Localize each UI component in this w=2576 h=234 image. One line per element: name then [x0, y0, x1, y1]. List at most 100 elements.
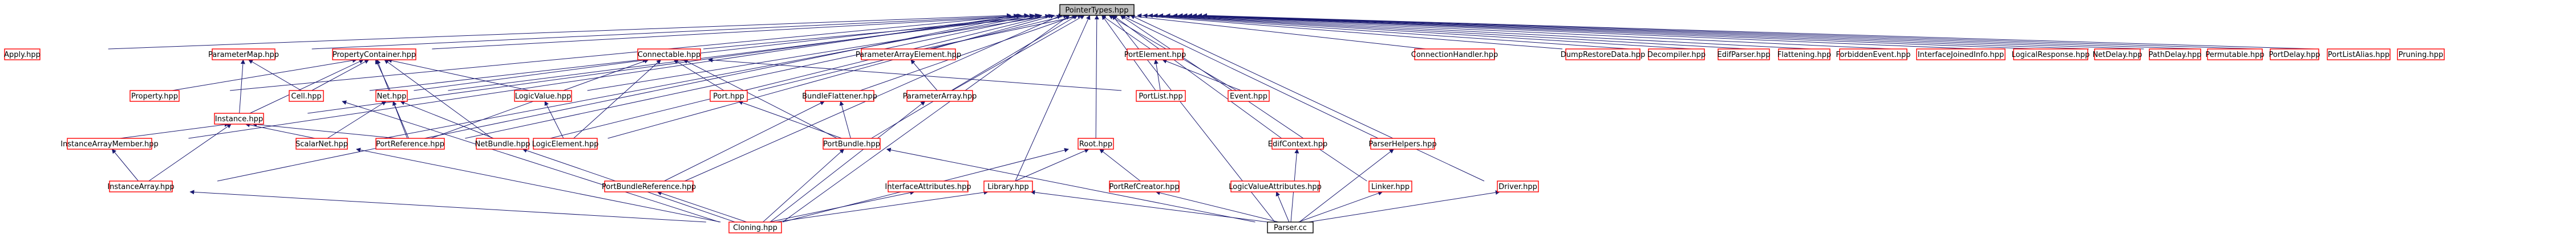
node-portbundleref[interactable]: PortBundleReference.hpp	[602, 180, 696, 192]
node-cell[interactable]: Cell.hpp	[289, 90, 324, 102]
node-pathdelay[interactable]: PathDelay.hpp	[2149, 48, 2202, 60]
node-paramarrelem[interactable]: ParameterArrayElement.hpp	[856, 48, 961, 60]
edge-logicelem-to-logicvalue	[544, 101, 564, 139]
node-portlist[interactable]: PortList.hpp	[1136, 90, 1186, 102]
edge-netbundle-to-net	[400, 100, 494, 139]
node-portrefcreator[interactable]: PortRefCreator.hpp	[1109, 180, 1180, 192]
node-cloning[interactable]: Cloning.hpp	[728, 221, 782, 233]
node-label: Instance.hpp	[215, 115, 263, 124]
edge-scalarnet-to-instance	[245, 122, 315, 139]
node-box	[533, 138, 598, 150]
node-parammap[interactable]: ParameterMap.hpp	[208, 48, 279, 60]
node-portbundle[interactable]: PortBundle.hpp	[823, 138, 881, 150]
node-parsercc[interactable]: Parser.cc	[1267, 221, 1314, 233]
node-ifjoined[interactable]: InterfaceJoinedInfo.hpp	[1916, 48, 2006, 60]
node-port[interactable]: Port.hpp	[710, 90, 748, 102]
node-box	[728, 221, 782, 233]
node-box	[1778, 48, 1830, 60]
node-label: LogicValue.hpp	[515, 92, 572, 101]
edge-portlist-to-connectable	[708, 58, 1122, 91]
node-apply[interactable]: Apply.hpp	[4, 48, 40, 60]
node-linker[interactable]: Linker.hpp	[1368, 180, 1412, 192]
node-portdelay[interactable]: PortDelay.hpp	[2269, 48, 2320, 60]
node-edifparser[interactable]: EdifParser.hpp	[1717, 48, 1771, 60]
node-driver[interactable]: Driver.hpp	[1497, 180, 1539, 192]
node-box	[332, 48, 416, 60]
edge-driver-to-root	[1130, 15, 1485, 182]
edge-cell-to-parammap	[248, 59, 302, 91]
node-box	[476, 138, 529, 150]
node-box	[212, 48, 276, 60]
node-paramarray[interactable]: ParameterArray.hpp	[903, 90, 977, 102]
edge-edifcontext-to-root	[1112, 15, 1282, 139]
edge-cell-to-root	[369, 13, 1034, 91]
node-portelem[interactable]: PortElement.hpp	[1124, 48, 1186, 60]
node-netdelay[interactable]: NetDelay.hpp	[2092, 48, 2142, 60]
edge-pathdelay-to-root	[1182, 13, 2089, 50]
node-box	[1078, 138, 1114, 150]
node-logicvalue[interactable]: LogicValue.hpp	[514, 90, 572, 102]
edge-ifjoined-to-root	[1165, 13, 1892, 50]
node-connhandler[interactable]: ConnectionHandler.hpp	[1411, 48, 1498, 60]
node-net[interactable]: Net.hpp	[375, 90, 408, 102]
node-box	[1136, 90, 1186, 102]
node-connectable[interactable]: Connectable.hpp	[637, 48, 701, 60]
node-label: PortReference.hpp	[376, 140, 444, 149]
edge-parammap-to-root	[311, 13, 1030, 50]
node-label: LogicalResponse.hpp	[2012, 51, 2090, 59]
node-logicvalattrs[interactable]: LogicValueAttributes.hpp	[1229, 180, 1322, 192]
edge-instarrmember-to-instance	[120, 122, 229, 139]
node-label: Property.hpp	[131, 92, 178, 101]
node-label: PropertyContainer.hpp	[333, 51, 416, 59]
node-forbidden[interactable]: ForbiddenEvent.hpp	[1836, 48, 1911, 60]
edge-paramarray-to-paramarrelem	[910, 59, 938, 91]
node-property[interactable]: Property.hpp	[129, 90, 180, 102]
node-box	[1109, 180, 1180, 192]
node-netbundle[interactable]: NetBundle.hpp	[475, 138, 530, 150]
node-box	[514, 90, 572, 102]
node-flattening[interactable]: Flattening.hpp	[1777, 48, 1831, 60]
node-label: Cloning.hpp	[733, 224, 777, 232]
edge-logicelem-to-root	[607, 14, 1055, 139]
node-decompiler[interactable]: Decompiler.hpp	[1647, 48, 1706, 60]
node-box	[2207, 48, 2263, 60]
node-label: Decompiler.hpp	[1647, 51, 1706, 59]
node-box	[1839, 48, 1907, 60]
edge-portref-to-instance	[252, 122, 397, 139]
node-root: PointerTypes.hpp	[1059, 4, 1135, 16]
edge-paramarrelem-to-root	[923, 14, 1083, 50]
edge-cell-to-propcont	[311, 59, 370, 91]
node-scalarnet[interactable]: ScalarNet.hpp	[295, 138, 348, 150]
node-instarrmember[interactable]: InstanceArrayMember.hpp	[60, 138, 159, 150]
node-bundleflat[interactable]: BundleFlattener.hpp	[802, 90, 877, 102]
node-instarray[interactable]: InstanceArray.hpp	[107, 180, 175, 192]
node-event[interactable]: Event.hpp	[1228, 90, 1270, 102]
edge-portlist-to-portelem	[1153, 59, 1161, 91]
dependency-edges	[108, 13, 2315, 223]
node-ifattrs[interactable]: InterfaceAttributes.hpp	[885, 180, 971, 192]
node-instance[interactable]: Instance.hpp	[214, 113, 264, 125]
edge-paramarray-to-root	[952, 15, 1085, 91]
node-portref[interactable]: PortReference.hpp	[375, 138, 445, 150]
node-logicresp[interactable]: LogicalResponse.hpp	[2012, 48, 2090, 60]
node-box	[2149, 48, 2201, 60]
edge-portrefcreator-to-root2	[1099, 149, 1141, 182]
node-propcont[interactable]: PropertyContainer.hpp	[332, 48, 416, 60]
edge-dumprestore-to-root	[1137, 13, 1563, 50]
node-label: PathDelay.hpp	[2149, 51, 2202, 59]
node-portlistalias[interactable]: PortListAlias.hpp	[2327, 48, 2391, 60]
node-parserhelpers[interactable]: ParserHelpers.hpp	[1368, 138, 1437, 150]
node-permutable[interactable]: Permutable.hpp	[2205, 48, 2265, 60]
node-pruning[interactable]: Pruning.hpp	[2397, 48, 2445, 60]
node-library[interactable]: Library.hpp	[983, 180, 1033, 192]
node-label: PortDelay.hpp	[2269, 51, 2320, 59]
node-root2[interactable]: Root.hpp	[1078, 138, 1114, 150]
node-edifcontext[interactable]: EdifContext.hpp	[1268, 138, 1327, 150]
node-dumprestore[interactable]: DumpRestoreData.hpp	[1561, 48, 1645, 60]
node-label: ConnectionHandler.hpp	[1411, 51, 1498, 59]
node-logicelem[interactable]: LogicElement.hpp	[532, 138, 599, 150]
file-nodes: PointerTypes.hpp Apply.hpp ParameterMap.hp…	[4, 4, 2445, 233]
node-label: PointerTypes.hpp	[1065, 6, 1128, 15]
edge-cloning-to-root	[782, 15, 1070, 223]
node-box	[2094, 48, 2141, 60]
